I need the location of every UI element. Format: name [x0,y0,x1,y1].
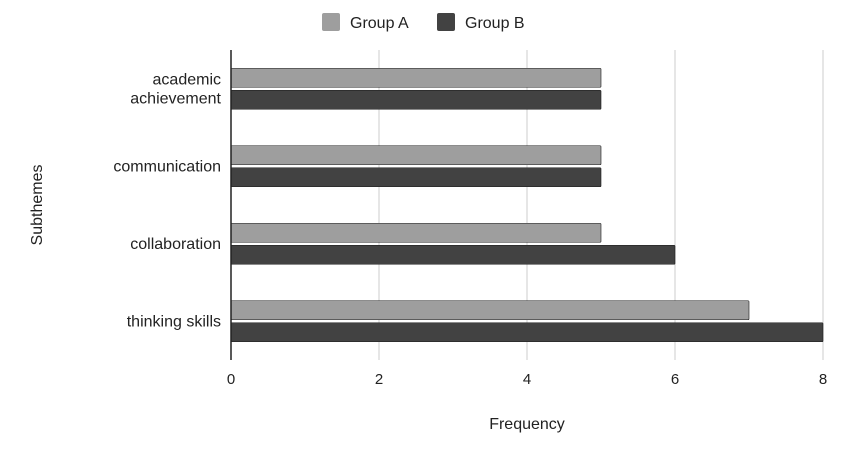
y-axis-title: Subthemes [29,165,46,246]
legend: Group A Group B [322,13,525,32]
bar-group-b [230,167,602,188]
category-label: communication [113,158,221,175]
legend-label: Group A [350,15,409,32]
legend-swatch [322,13,340,31]
bar-group-b [230,322,824,343]
x-tick-label: 4 [523,371,531,388]
bar-group-b [230,244,676,265]
category-label: thinking skills [127,313,221,330]
legend-swatch [437,13,455,31]
x-tick-labels: 0 2 4 6 8 [227,371,827,388]
category-labels: academic achievement communication collabor… [113,71,221,330]
bars [230,67,824,343]
legend-label: Group B [465,15,525,32]
bar-group-a [230,222,602,243]
x-tick-label: 0 [227,371,235,388]
x-tick-label: 2 [375,371,383,388]
bar-group-a [230,67,602,88]
bar-group-b [230,89,602,110]
bar-group-a [230,145,602,166]
x-tick-label: 6 [671,371,679,388]
x-axis-title: Frequency [489,416,565,433]
category-label: academic achievement [130,71,221,107]
x-tick-label: 8 [819,371,827,388]
bar-group-a [230,300,750,321]
category-label: collaboration [130,236,221,253]
